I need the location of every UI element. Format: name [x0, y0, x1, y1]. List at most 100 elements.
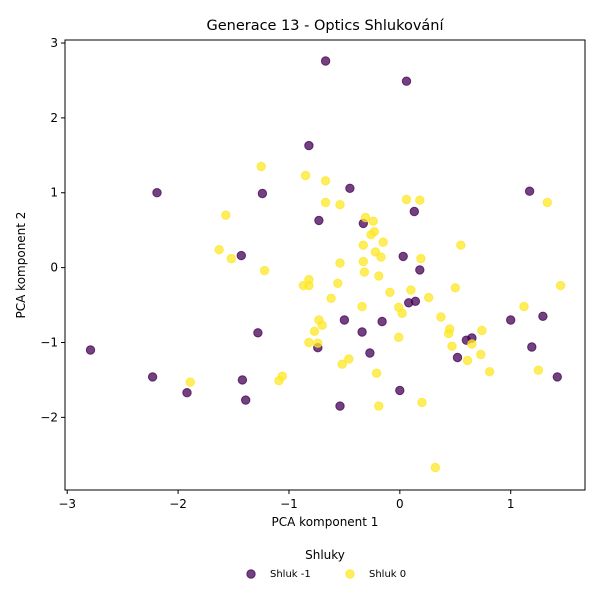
legend-marker-shluk-0 — [345, 569, 355, 579]
data-point-series1-45 — [443, 328, 454, 339]
data-point-series1-42 — [317, 320, 327, 330]
x-tick-label: 0 — [396, 497, 404, 511]
data-point-series0-16 — [377, 316, 387, 327]
data-point-series0-3 — [152, 188, 162, 198]
legend-marker-shluk-neg1 — [246, 569, 256, 579]
data-point-series0-4 — [257, 188, 268, 199]
data-point-series1-55 — [462, 355, 473, 366]
data-point-series1-51 — [467, 339, 477, 349]
data-point-series1-52 — [476, 349, 486, 360]
y-axis-label: PCA komponent 2 — [14, 212, 28, 319]
data-point-series0-26 — [452, 352, 463, 363]
data-point-series1-35 — [326, 293, 336, 303]
data-point-series0-5 — [345, 183, 355, 194]
data-point-series0-18 — [538, 311, 548, 321]
x-tick-label: −3 — [58, 497, 76, 511]
data-point-series1-3 — [320, 197, 331, 208]
chart-title: Generace 13 - Optics Shlukování — [206, 18, 444, 34]
data-point-series1-0 — [256, 161, 266, 172]
data-point-series0-27 — [85, 345, 96, 355]
data-point-series0-7 — [409, 206, 419, 217]
data-point-series1-57 — [484, 367, 495, 377]
data-point-series1-43 — [309, 326, 320, 336]
data-point-series1-15 — [456, 240, 466, 250]
data-point-series0-33 — [241, 395, 251, 405]
data-point-series1-6 — [415, 195, 425, 205]
data-point-series1-61 — [185, 377, 196, 387]
data-point-series0-10 — [236, 250, 247, 261]
data-point-series0-12 — [415, 265, 425, 275]
data-point-series1-46 — [477, 325, 487, 336]
data-point-series0-34 — [335, 401, 345, 411]
data-point-series1-32 — [406, 285, 416, 295]
data-point-series0-15 — [339, 315, 350, 325]
legend-label-shluk-0: Shluk 0 — [369, 569, 406, 580]
data-point-series1-62 — [417, 397, 427, 408]
y-tick-label: −2 — [40, 410, 58, 424]
y-tick-label: −1 — [40, 335, 58, 349]
data-point-series1-38 — [397, 308, 407, 318]
data-point-series1-1 — [300, 170, 311, 181]
data-point-series1-50 — [447, 341, 457, 351]
data-point-series1-63 — [374, 401, 384, 411]
data-point-series0-29 — [237, 375, 248, 385]
data-point-series1-27 — [333, 278, 343, 288]
data-point-series1-60 — [274, 376, 284, 386]
data-point-series0-25 — [365, 348, 375, 358]
data-point-series1-58 — [371, 368, 382, 378]
data-point-series1-7 — [542, 197, 552, 208]
data-point-series1-16 — [214, 245, 224, 255]
x-axis-label: PCA komponent 1 — [272, 515, 379, 529]
data-point-series1-48 — [304, 337, 314, 348]
data-point-series1-2 — [320, 176, 331, 186]
data-point-series1-29 — [304, 280, 314, 291]
data-point-series1-49 — [313, 338, 323, 348]
data-point-series0-14 — [410, 296, 421, 306]
data-point-series1-14 — [358, 240, 368, 250]
legend-label-shluk-neg1: Shluk -1 — [270, 569, 311, 580]
data-point-series1-22 — [358, 256, 368, 267]
x-tick-label: −2 — [169, 497, 187, 511]
data-point-series1-13 — [378, 237, 388, 247]
data-point-series1-21 — [335, 258, 345, 268]
data-point-series1-36 — [357, 301, 367, 312]
data-point-series0-31 — [182, 388, 192, 398]
y-tick-label: 3 — [50, 36, 58, 50]
data-point-series1-30 — [555, 280, 566, 291]
data-point-series1-33 — [385, 287, 395, 297]
data-point-series1-39 — [436, 312, 446, 322]
y-axis-ticks: −2 −1 0 1 2 3 — [40, 36, 65, 424]
data-point-series1-9 — [360, 212, 371, 223]
data-point-series1-8 — [221, 210, 231, 220]
data-point-series0-19 — [253, 328, 263, 338]
data-point-series0-28 — [147, 372, 158, 382]
legend-title: Shluky — [305, 548, 345, 562]
y-tick-label: 0 — [50, 261, 58, 275]
data-point-series1-64 — [430, 462, 440, 473]
data-point-series1-5 — [401, 194, 412, 205]
data-point-series1-47 — [394, 332, 404, 342]
x-tick-label: −1 — [280, 497, 298, 511]
data-point-series1-4 — [335, 200, 345, 210]
data-point-series0-0 — [320, 56, 331, 66]
data-point-series0-30 — [552, 372, 562, 382]
data-point-series1-34 — [424, 292, 434, 303]
data-point-series0-32 — [395, 385, 405, 396]
data-point-series1-24 — [359, 267, 370, 277]
legend: Shluky Shluk -1 Shluk 0 — [246, 548, 406, 580]
data-point-series0-1 — [401, 76, 412, 86]
data-point-series1-19 — [376, 252, 386, 262]
points-layer — [85, 56, 566, 473]
data-point-series1-23 — [259, 265, 270, 276]
data-point-series1-10 — [368, 216, 378, 226]
data-point-series1-18 — [226, 253, 237, 264]
data-point-series1-53 — [344, 354, 354, 364]
data-point-series1-56 — [533, 365, 544, 375]
data-point-series1-25 — [374, 271, 384, 281]
data-point-series0-23 — [527, 342, 537, 352]
data-point-series1-40 — [519, 301, 529, 312]
data-point-series0-8 — [314, 215, 324, 226]
y-tick-label: 1 — [50, 186, 58, 200]
data-point-series1-31 — [450, 283, 460, 293]
